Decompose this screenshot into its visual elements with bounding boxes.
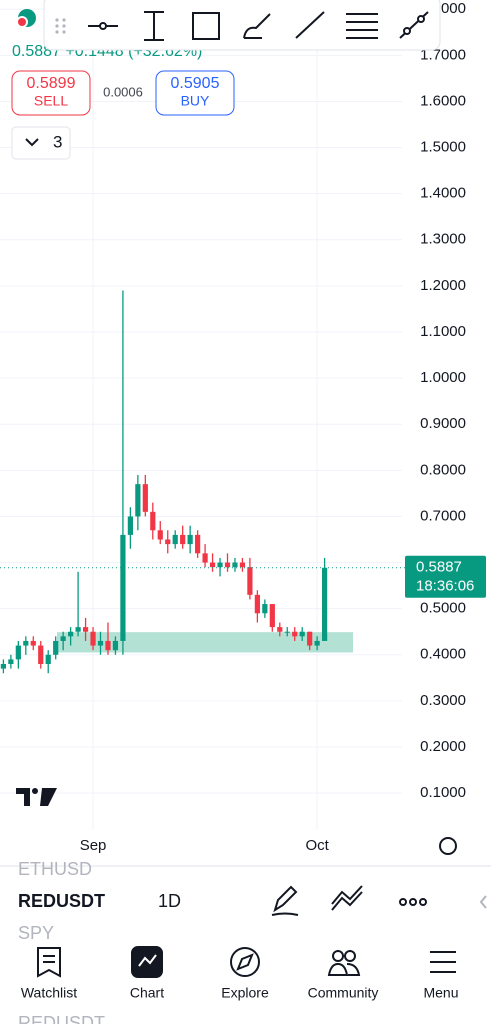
toolbar-icons[interactable] — [55, 11, 429, 41]
candle-body — [224, 562, 231, 568]
candle-body — [8, 659, 14, 664]
candle-body — [105, 640, 111, 651]
candle-body — [30, 640, 36, 646]
candle-body — [165, 539, 171, 545]
candle-body — [232, 562, 238, 568]
candle-body — [262, 604, 268, 614]
spread: 0.0006 — [103, 84, 143, 99]
y-tick-label: 1.0000 — [420, 369, 466, 386]
candle-body — [75, 627, 81, 632]
candle-body — [269, 604, 275, 628]
nav-label[interactable]: Watchlist — [21, 985, 77, 1001]
candle-body — [307, 631, 313, 646]
nav-label[interactable]: Menu — [423, 985, 458, 1001]
y-tick-label: 0.8000 — [420, 461, 466, 478]
candle-body — [45, 654, 51, 664]
settings-icon[interactable] — [439, 837, 457, 855]
countdown: 18:36:06 — [416, 578, 474, 595]
candle-body — [23, 640, 29, 646]
candle-body — [60, 636, 66, 641]
zone — [57, 632, 353, 653]
buy-price: 0.5905 — [171, 75, 220, 92]
buy-button[interactable] — [155, 70, 235, 116]
candle-body — [254, 594, 260, 614]
nav-bar — [0, 940, 491, 1024]
candle-body — [157, 530, 163, 540]
y-tick-label: 1.4000 — [420, 185, 466, 202]
candle-body — [90, 631, 96, 646]
y-tick-label: 1.6000 — [420, 92, 466, 109]
candle-body — [247, 567, 253, 595]
tradingview-logo — [16, 788, 57, 806]
y-tick-label: 0.9000 — [420, 415, 466, 432]
candle-body — [277, 627, 283, 632]
y-tick-label: 0.4000 — [420, 646, 466, 663]
candle-body — [299, 631, 305, 637]
interval[interactable]: 1D — [158, 891, 181, 911]
y-tick-label: 0.7000 — [420, 507, 466, 524]
candle-body — [53, 640, 59, 655]
symbol[interactable]: REDUSDT — [18, 891, 105, 911]
layout-toggle[interactable] — [11, 126, 71, 160]
next-symbol: SPY — [18, 923, 54, 943]
candle-body — [38, 645, 44, 664]
candle-body — [0, 664, 6, 669]
candle-body — [322, 567, 328, 641]
faded-symbol: REDUSDT — [18, 1013, 105, 1024]
candle-body — [172, 534, 178, 545]
sell-button[interactable] — [11, 70, 91, 116]
sell-price: 0.5899 — [27, 75, 76, 92]
candle-body — [135, 484, 141, 517]
price-label-box — [405, 555, 486, 598]
candle-body — [209, 562, 216, 568]
y-tick-label: 1.3000 — [420, 231, 466, 248]
chevron — [25, 138, 39, 147]
nav-label[interactable]: Chart — [130, 985, 164, 1001]
y-tick-label: 1.2000 — [420, 277, 466, 294]
candle-body — [97, 640, 104, 646]
candle-body — [217, 562, 223, 568]
buy-label: BUY — [181, 93, 210, 109]
y-tick-label: 1.5000 — [420, 139, 466, 156]
candle-body — [127, 516, 133, 535]
y-tick-label: 1.1000 — [420, 323, 466, 340]
candle-body — [314, 640, 320, 646]
nav-label[interactable]: Explore — [221, 985, 269, 1001]
y-tick-label: 0.1000 — [420, 784, 466, 801]
drawing-toolbar — [43, 0, 441, 51]
price-label: 0.5887 — [416, 559, 462, 576]
x-tick-label: Sep — [80, 837, 107, 854]
candle-body — [239, 562, 246, 568]
x-tick-label: Oct — [305, 837, 329, 854]
y-tick-label: 0.2000 — [420, 738, 466, 755]
candle-body — [120, 534, 126, 641]
nav-label[interactable]: Community — [308, 985, 379, 1001]
sell-label: SELL — [34, 93, 68, 109]
exchange-logo — [16, 16, 28, 28]
nav-icons — [37, 946, 456, 978]
y-tick-label: 0.3000 — [420, 692, 466, 709]
candle-body — [180, 534, 186, 545]
candle-body — [142, 484, 148, 512]
candle-body — [202, 553, 208, 563]
candle-body — [15, 645, 21, 660]
candle-body — [68, 631, 74, 637]
layout-count: 3 — [53, 132, 62, 151]
y-tick-label: 1.7000 — [420, 46, 466, 63]
candle-body — [187, 534, 193, 545]
candle-body — [195, 534, 201, 554]
candle-body — [284, 631, 290, 633]
prev-symbol: ETHUSD — [18, 859, 92, 879]
candle-body — [82, 627, 89, 632]
candle-body — [292, 631, 298, 637]
y-tick-label: 0.5000 — [420, 600, 466, 617]
candle-body — [150, 511, 156, 531]
symbol-actions[interactable] — [271, 885, 487, 916]
chart: 0.10000.20000.30000.40000.50000.60000.70… — [0, 0, 486, 854]
candle-body — [112, 640, 119, 651]
